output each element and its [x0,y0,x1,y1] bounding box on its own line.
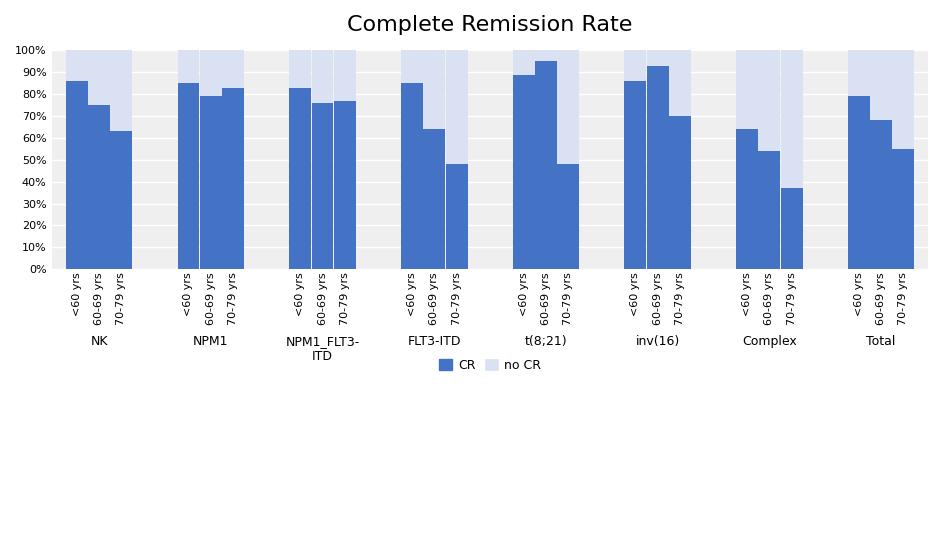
Bar [535,50,557,62]
Bar [200,96,222,269]
Bar [88,50,110,105]
Bar [557,164,579,269]
Bar [88,105,110,269]
Bar [848,96,869,269]
Text: FLT3-ITD: FLT3-ITD [407,335,461,348]
Bar [223,50,244,88]
Bar [334,101,356,269]
Bar [848,50,869,96]
Bar [446,164,468,269]
Text: NK: NK [91,335,108,348]
Bar [892,50,915,149]
Bar [66,81,88,269]
Bar [290,50,311,88]
Bar [401,50,422,83]
Text: Complex: Complex [742,335,797,348]
Bar [446,50,468,164]
Bar [513,50,535,74]
Bar [66,50,88,81]
Legend: CR, no CR: CR, no CR [434,354,546,377]
Bar [758,151,780,269]
Text: NPM1: NPM1 [193,335,228,348]
Bar [892,149,915,269]
Bar [669,50,691,116]
Text: inv(16): inv(16) [636,335,680,348]
Bar [110,132,132,269]
Bar [423,129,445,269]
Bar [736,129,758,269]
Bar [223,88,244,269]
Bar [110,50,132,132]
Bar [177,50,199,83]
Bar [513,74,535,269]
Bar [177,83,199,269]
Bar [870,120,892,269]
Bar [870,50,892,120]
Bar [647,66,669,269]
Bar [781,188,802,269]
Bar [758,50,780,151]
Title: Complete Remission Rate: Complete Remission Rate [347,15,633,35]
Text: Total: Total [867,335,896,348]
Bar [200,50,222,96]
Bar [781,50,802,188]
Bar [557,50,579,164]
Bar [311,103,334,269]
Bar [624,50,646,81]
Bar [423,50,445,129]
Bar [669,116,691,269]
Bar [311,50,334,103]
Bar [535,62,557,269]
Bar [624,81,646,269]
Bar [334,50,356,101]
Text: NPM1_FLT3-
ITD: NPM1_FLT3- ITD [286,335,359,363]
Bar [290,88,311,269]
Text: t(8;21): t(8;21) [524,335,568,348]
Bar [647,50,669,66]
Bar [401,83,422,269]
Bar [736,50,758,129]
